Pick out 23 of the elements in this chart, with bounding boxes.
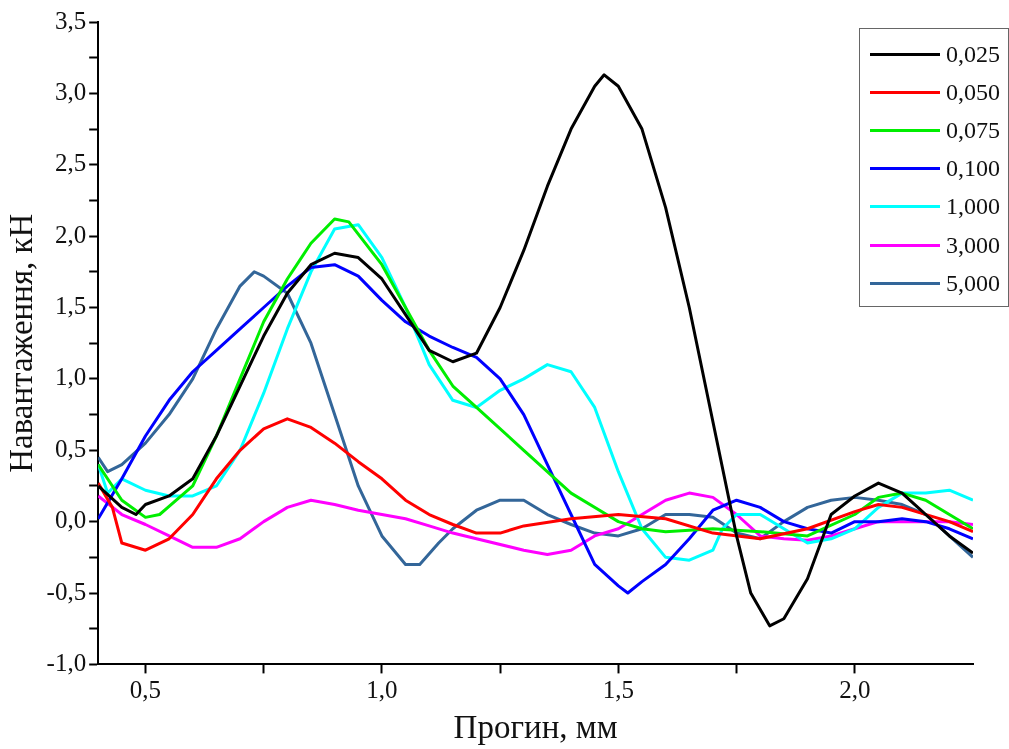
x-tick-label: 1,5 xyxy=(602,675,634,703)
y-tick-label: 3,5 xyxy=(54,6,87,34)
x-tick-label: 0,5 xyxy=(129,675,162,703)
legend-label: 0,100 xyxy=(946,155,1000,183)
legend-label: 1,000 xyxy=(946,193,1000,221)
y-tick-label: 1,5 xyxy=(54,292,87,320)
y-tick-label: 2,5 xyxy=(54,149,87,177)
x-tick-label: 1,0 xyxy=(366,675,398,703)
y-tick-label: 0,0 xyxy=(54,506,87,534)
x-axis-title: Прогин, мм xyxy=(453,708,618,745)
x-tick-label: 2,0 xyxy=(839,675,871,703)
y-tick-label: -0,5 xyxy=(46,577,87,605)
legend-label: 0,050 xyxy=(946,78,1000,106)
y-tick-label: 1,0 xyxy=(54,363,87,391)
legend-label: 3,000 xyxy=(946,231,1000,259)
y-tick-label: 0,5 xyxy=(54,434,87,462)
legend-label: 0,075 xyxy=(946,116,1000,144)
y-axis-title: Навантаження, кН xyxy=(3,213,40,473)
y-tick-label: -1,0 xyxy=(46,648,87,676)
y-tick-label: 2,0 xyxy=(54,220,87,248)
legend-label: 0,025 xyxy=(946,40,1000,68)
y-tick-label: 3,0 xyxy=(54,77,87,105)
legend-label: 5,000 xyxy=(946,269,1000,297)
